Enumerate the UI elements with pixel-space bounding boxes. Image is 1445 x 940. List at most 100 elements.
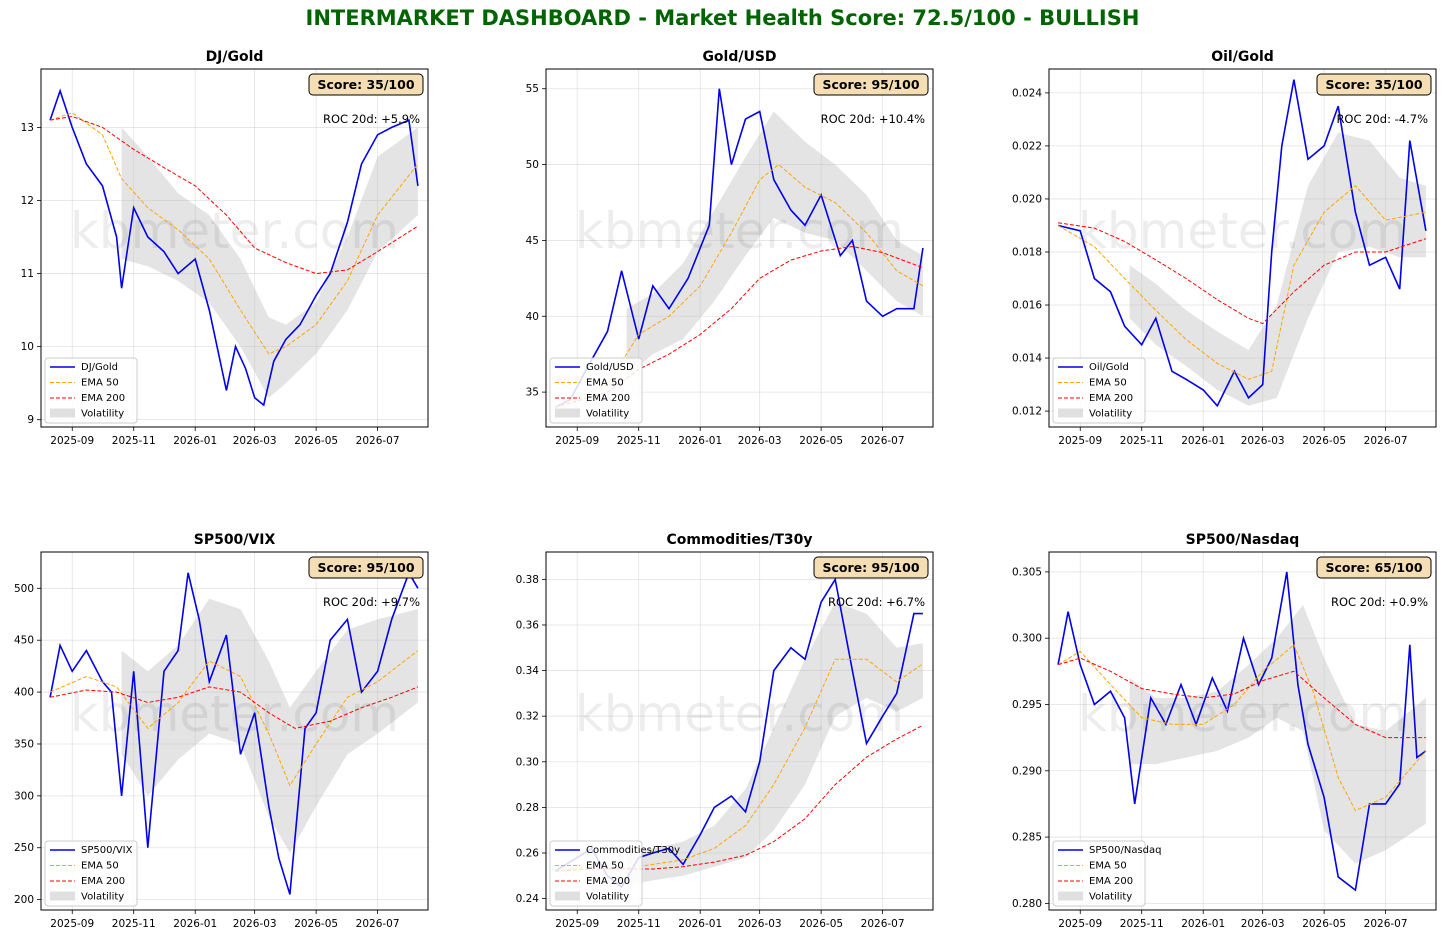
panel-title: Oil/Gold	[1211, 49, 1274, 65]
score-text: Score: 95/100	[317, 560, 414, 575]
legend-swatch	[1058, 891, 1083, 901]
y-tick-label: 0.020	[1012, 193, 1042, 205]
roc-text: ROC 20d: +9.7%	[323, 595, 420, 609]
plot-area: SP500/Nasdaq 0.280 0.285 0.290 0.295 0.300 0.3…	[1012, 532, 1437, 930]
x-tick-label: 2026-01	[678, 918, 722, 930]
watermark-text: kbmeter.com	[1078, 202, 1407, 260]
dashboard-title: INTERMARKET DASHBOARD - Market Health Sc…	[305, 6, 1140, 30]
x-tick-label: 2026-07	[356, 918, 400, 930]
ema200-line	[50, 115, 419, 275]
score-text: Score: 95/100	[822, 77, 919, 92]
panel-title: SP500/Nasdaq	[1186, 532, 1300, 548]
panel-title: SP500/VIX	[194, 532, 276, 548]
y-tick-label: 0.285	[1012, 832, 1042, 844]
volatility-band	[121, 127, 418, 398]
y-tick-label: 0.295	[1012, 699, 1042, 711]
price-line	[49, 570, 419, 895]
y-tick-label: 0.300	[1012, 633, 1042, 645]
legend-label: EMA 50	[586, 861, 624, 872]
price-line	[1057, 79, 1427, 408]
legend-label: EMA 200	[81, 393, 125, 404]
x-tick-label: 2025-09	[1058, 918, 1102, 930]
panel-title: Commodities/T30y	[666, 532, 812, 548]
y-tick-label: 300	[14, 790, 34, 802]
legend-swatch	[555, 891, 580, 901]
watermark-text: kbmeter.com	[70, 685, 399, 743]
ema50-line	[49, 650, 419, 787]
axes-frame	[1048, 551, 1437, 911]
score-box	[308, 73, 424, 96]
roc-text: ROC 20d: +5.9%	[323, 112, 420, 126]
x-tick-label: 2025-09	[50, 918, 94, 930]
y-tick-label: 350	[14, 738, 34, 750]
legend-swatch	[50, 891, 75, 901]
legend-label: EMA 200	[1089, 876, 1133, 887]
y-tick-label: 400	[14, 687, 34, 699]
chart-panel-5: SP500/Nasdaq 0.280 0.285 0.290 0.295 0.300 0.3…	[1012, 532, 1437, 930]
price-line	[554, 88, 924, 409]
legend-label: EMA 200	[586, 393, 630, 404]
y-tick-label: 0.32	[516, 711, 539, 723]
y-tick-label: 50	[526, 159, 539, 171]
x-tick-label: 2026-03	[233, 918, 277, 930]
score-box	[1316, 556, 1432, 579]
y-tick-label: 35	[526, 387, 539, 399]
y-tick-label: 0.34	[516, 665, 540, 677]
watermark-text: kbmeter.com	[575, 685, 904, 743]
x-tick-label: 2026-05	[799, 918, 843, 930]
y-tick-label: 0.024	[1012, 87, 1042, 99]
plot-area: Oil/Gold 0.012 0.014 0.016 0.018 0.020 0.022 0.…	[1012, 49, 1437, 447]
y-tick-label: 0.012	[1012, 406, 1042, 418]
x-tick-label: 2026-03	[1241, 435, 1285, 447]
legend-label: Volatility	[586, 409, 629, 420]
legend-box	[549, 357, 643, 424]
axes-frame	[545, 551, 934, 911]
chart-panel-2: Oil/Gold 0.012 0.014 0.016 0.018 0.020 0.022 0.…	[1012, 49, 1437, 447]
y-tick-label: 500	[14, 583, 34, 595]
x-tick-label: 2025-09	[50, 435, 94, 447]
x-tick-label: 2026-05	[294, 918, 338, 930]
y-tick-label: 450	[14, 635, 34, 647]
legend-label: Volatility	[586, 892, 629, 903]
legend-label: EMA 200	[81, 876, 125, 887]
roc-text: ROC 20d: +0.9%	[1331, 595, 1428, 609]
y-tick-label: 0.28	[516, 802, 539, 814]
y-tick-label: 0.24	[516, 893, 540, 905]
y-tick-label: 12	[21, 195, 34, 207]
legend-box	[44, 840, 138, 907]
legend-label: Commodities/T30y	[586, 845, 680, 856]
legend: SP500/VIX EMA 50 EMA 200 Volatility	[44, 840, 138, 907]
x-tick-label: 2026-07	[1364, 435, 1408, 447]
x-tick-label: 2025-11	[112, 435, 156, 447]
legend-swatch	[1058, 408, 1083, 418]
legend-label: Volatility	[81, 409, 124, 420]
y-tick-label: 0.014	[1012, 353, 1042, 365]
ema200-line	[1057, 657, 1426, 739]
roc-text: ROC 20d: +10.4%	[821, 112, 925, 126]
legend-label: SP500/Nasdaq	[1089, 845, 1161, 856]
legend-label: Volatility	[81, 892, 124, 903]
x-tick-label: 2026-05	[1302, 435, 1346, 447]
roc-text: ROC 20d: +6.7%	[828, 595, 925, 609]
x-tick-label: 2026-07	[356, 435, 400, 447]
x-tick-label: 2025-09	[555, 435, 599, 447]
ema50-line	[554, 163, 924, 408]
x-tick-label: 2026-01	[173, 435, 217, 447]
x-tick-label: 2026-01	[173, 918, 217, 930]
legend-swatch	[555, 408, 580, 418]
y-tick-label: 9	[27, 414, 34, 426]
legend-box	[1052, 840, 1146, 907]
x-tick-label: 2026-07	[861, 918, 905, 930]
x-tick-label: 2025-11	[1120, 918, 1164, 930]
x-tick-label: 2026-05	[799, 435, 843, 447]
legend: SP500/Nasdaq EMA 50 EMA 200 Volatility	[1052, 840, 1161, 907]
y-tick-label: 55	[526, 83, 539, 95]
legend: Oil/Gold EMA 50 EMA 200 Volatility	[1052, 357, 1146, 424]
y-tick-label: 0.290	[1012, 765, 1042, 777]
plot-area: Gold/USD 35 40 45 50 55 2025-09 2025-11 2026-01 2…	[526, 49, 934, 447]
legend-label: EMA 200	[1089, 393, 1133, 404]
x-tick-label: 2025-11	[617, 918, 661, 930]
legend-label: SP500/VIX	[81, 845, 133, 856]
legend-box	[44, 357, 138, 424]
x-tick-label: 2026-07	[1364, 918, 1408, 930]
